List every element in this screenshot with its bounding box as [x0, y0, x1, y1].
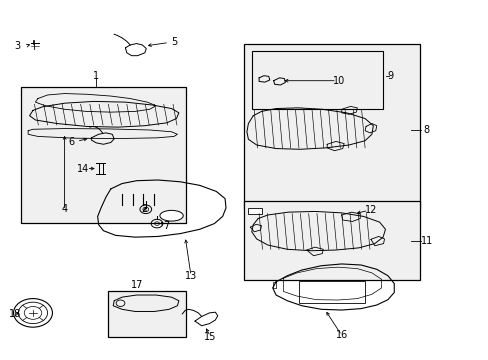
Text: 2: 2	[142, 203, 148, 213]
Text: 13: 13	[184, 271, 197, 282]
Text: 14: 14	[77, 164, 89, 174]
Text: 18: 18	[9, 309, 21, 319]
Text: 17: 17	[131, 280, 143, 291]
Polygon shape	[251, 211, 385, 251]
Text: 11: 11	[420, 236, 432, 246]
Text: 7: 7	[163, 221, 169, 231]
FancyBboxPatch shape	[248, 208, 262, 214]
Text: 4: 4	[61, 203, 67, 213]
Bar	[298, 281, 364, 303]
Bar	[108, 291, 186, 337]
Text: 1: 1	[93, 71, 99, 81]
Text: 6: 6	[69, 138, 75, 148]
Text: 3: 3	[14, 41, 20, 51]
Bar	[244, 44, 419, 208]
Polygon shape	[246, 108, 372, 149]
Polygon shape	[30, 102, 179, 127]
Text: 12: 12	[364, 205, 376, 215]
Text: 16: 16	[335, 330, 347, 341]
Text: 8: 8	[423, 125, 429, 135]
Bar	[21, 87, 186, 223]
Text: 10: 10	[332, 76, 345, 86]
Ellipse shape	[160, 210, 183, 221]
Text: 9: 9	[386, 71, 393, 81]
Polygon shape	[113, 295, 179, 311]
Bar	[251, 51, 382, 109]
Bar	[244, 202, 419, 280]
Polygon shape	[98, 180, 225, 237]
Polygon shape	[272, 264, 393, 310]
Text: 5: 5	[170, 37, 177, 48]
Text: 15: 15	[204, 332, 216, 342]
